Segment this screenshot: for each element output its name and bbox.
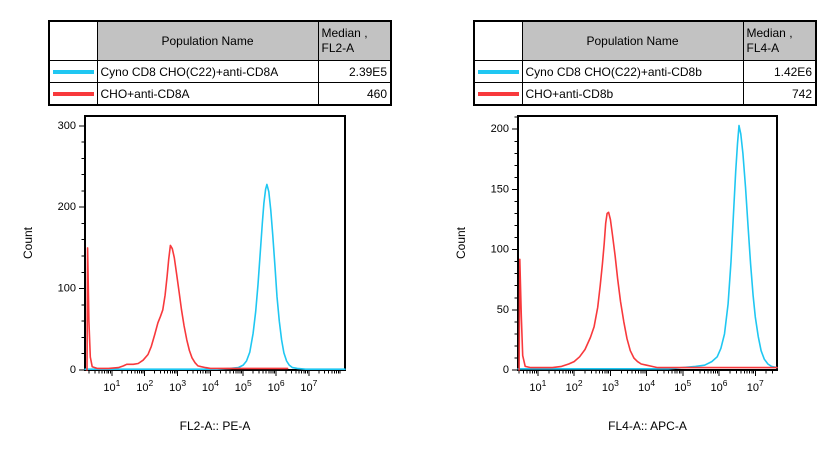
x-axis-title: FL2-A:: PE-A (180, 419, 251, 433)
histogram-chart-right: 0 50 100 150 200 101 102 103 104 105 106 107 Count FL… (454, 115, 778, 433)
population-name: Cyno CD8 CHO(C22)+anti-CD8A (96, 60, 319, 83)
median-value: 460 (317, 82, 392, 106)
median-header-line1: Median , (746, 26, 793, 40)
y-tick-label: 0 (70, 364, 76, 376)
y-tick-label: 200 (58, 201, 76, 213)
series-curve (86, 244, 289, 371)
population-name: Cyno CD8 CHO(C22)+anti-CD8b (521, 60, 744, 83)
legend-swatch-header-cell (473, 20, 523, 61)
x-tick-label: 104 (202, 378, 219, 394)
x-tick-label: 105 (235, 378, 252, 394)
series-color-swatch (478, 69, 519, 74)
series-swatch-cell (48, 82, 98, 106)
series-swatch-cell (473, 60, 523, 83)
population-name-header: Population Name (96, 20, 319, 61)
y-tick-label: 50 (497, 304, 509, 316)
median-header-line2: FL4-A (746, 41, 780, 55)
population-name: CHO+anti-CD8A (96, 82, 319, 106)
series-swatch-cell (48, 60, 98, 83)
median-value: 2.39E5 (317, 60, 392, 83)
x-tick-label: 101 (103, 378, 120, 394)
legend-swatch-header-cell (48, 20, 98, 61)
y-tick-label: 150 (491, 183, 509, 195)
legend-table-left: Population Name Median , FL2-A Cyno CD8 … (48, 20, 392, 106)
x-axis-title: FL4-A:: APC-A (608, 419, 687, 433)
x-tick-label: 107 (300, 378, 317, 394)
x-tick-label: 102 (136, 378, 153, 394)
x-tick-label: 102 (566, 378, 583, 394)
legend-table-right: Population Name Median , FL4-A Cyno CD8 … (473, 20, 817, 106)
x-tick-label: 106 (268, 378, 285, 394)
x-tick-label: 106 (711, 378, 728, 394)
series-swatch-cell (473, 82, 523, 106)
plot-box (84, 115, 346, 371)
series-color-swatch (53, 69, 94, 74)
y-tick-label: 100 (491, 244, 509, 256)
x-tick-label: 105 (674, 378, 691, 394)
series-curve (517, 124, 778, 370)
x-tick-label: 107 (747, 378, 764, 394)
y-tick-label: 100 (58, 283, 76, 295)
x-tick-label: 104 (638, 378, 655, 394)
median-header-line1: Median , (321, 26, 368, 40)
median-value: 742 (742, 82, 817, 106)
y-tick-label: 200 (491, 123, 509, 135)
y-tick-label: 0 (503, 364, 509, 376)
table-row: Cyno CD8 CHO(C22)+anti-CD8A 2.39E5 (48, 60, 392, 83)
x-tick-label: 101 (529, 378, 546, 394)
table-row: CHO+anti-CD8b 742 (473, 82, 817, 106)
series-color-swatch (478, 91, 519, 96)
median-value: 1.42E6 (742, 60, 817, 83)
series-curve (518, 211, 778, 371)
plot-box (517, 115, 778, 371)
population-name-header: Population Name (521, 20, 744, 61)
x-tick-label: 103 (169, 378, 186, 394)
population-name: CHO+anti-CD8b (521, 82, 744, 106)
table-row: CHO+anti-CD8A 460 (48, 82, 392, 106)
series-color-swatch (53, 91, 94, 96)
table-row: Cyno CD8 CHO(C22)+anti-CD8b 1.42E6 (473, 60, 817, 83)
x-tick-label: 103 (602, 378, 619, 394)
y-axis-title: Count (21, 226, 35, 259)
median-header-line2: FL2-A (321, 41, 355, 55)
y-axis-title: Count (454, 226, 468, 259)
y-tick-label: 300 (58, 120, 76, 132)
series-curve (84, 183, 346, 371)
median-header: Median , FL4-A (742, 20, 817, 61)
histogram-chart-left: 0 100 200 300 101 102 103 104 105 106 107 Count FL2-… (21, 115, 346, 433)
median-header: Median , FL2-A (317, 20, 392, 61)
